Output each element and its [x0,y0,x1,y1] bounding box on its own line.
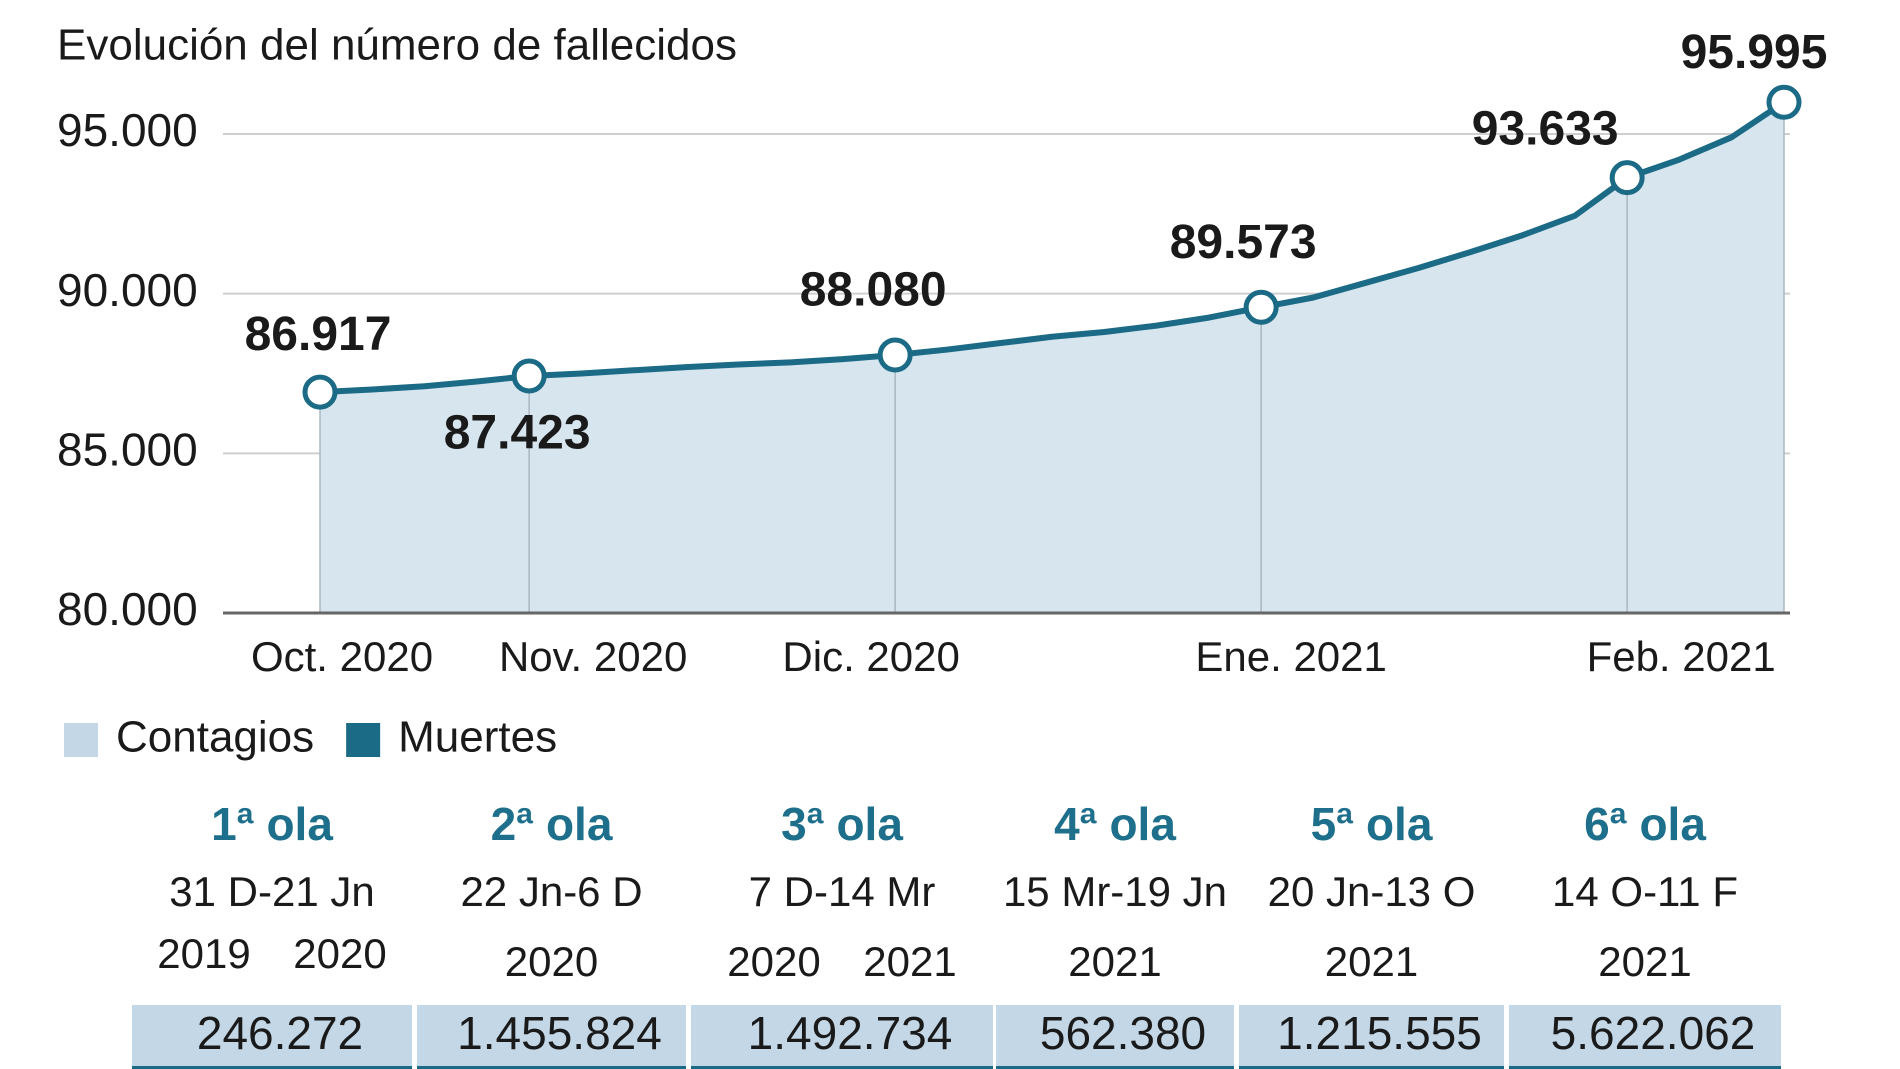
cell-muertes [1509,1066,1781,1069]
point [877,337,913,373]
y-tick-label: 95.000 [57,104,198,156]
data-label: 88.080 [800,264,947,317]
wave-dates: 7 D-14 Mr [749,868,936,915]
wave-header: 4ª ola [1054,798,1176,850]
cell-contagios [691,1005,993,1066]
data-label: 89.573 [1170,216,1317,269]
cell-muertes [132,1066,412,1069]
wave-year: 2021 [1598,938,1691,985]
legend-label: Contagios [116,713,314,762]
wave-header: 2ª ola [491,798,613,850]
cell-muertes [996,1066,1234,1069]
wave-year: 2021 [1068,938,1161,985]
cell-contagios [1509,1005,1781,1066]
wave-dates: 31 D-21 Jn [169,868,374,915]
point [1243,289,1279,325]
cell-contagios [1239,1005,1504,1066]
wave-dates: 15 Mr-19 Jn [1003,868,1227,915]
data-label: 93.633 [1472,102,1619,155]
point [1609,160,1645,196]
wave-year: 2020 [293,930,386,977]
legend-label: Muertes [398,713,557,762]
wave-dates: 20 Jn-13 O [1268,868,1476,915]
legend-swatch [64,723,98,757]
wave-year: 2020 [505,938,598,985]
point [1766,84,1802,120]
wave-dates: 14 O-11 F [1552,868,1738,915]
x-tick-label: Nov. 2020 [499,633,687,680]
wave-header: 6ª ola [1584,798,1706,850]
wave-year: 2021 [863,938,956,985]
data-label: 95.995 [1681,26,1828,79]
contagios-value: 562.380 [1040,1007,1206,1059]
wave-year: 2019 [157,930,250,977]
contagios-value: 1.455.824 [457,1007,662,1059]
x-tick-label: Ene. 2021 [1195,633,1387,680]
wave-header: 3ª ola [781,798,903,850]
cell-contagios [996,1005,1234,1066]
cell-contagios [417,1005,686,1066]
cell-muertes [1239,1066,1504,1069]
y-tick-label: 85.000 [57,423,198,475]
y-tick-label: 80.000 [57,583,198,635]
cell-muertes [691,1066,993,1069]
contagios-value: 1.492.734 [748,1007,953,1059]
point [302,374,338,410]
line [319,99,1786,396]
wave-header: 5ª ola [1311,798,1433,850]
y-tick-label: 90.000 [57,264,198,316]
x-tick-label: Feb. 2021 [1587,633,1776,680]
cell-muertes [417,1066,686,1069]
data-label: 87.423 [444,407,591,460]
contagios-value: 5.622.062 [1551,1007,1756,1059]
wave-header: 1ª ola [211,798,333,850]
data-label: 86.917 [245,308,392,361]
wave-year: 2020 [727,938,820,985]
cell-contagios [132,1005,412,1066]
wave-dates: 22 Jn-6 D [460,868,642,915]
point [511,358,547,394]
legend-swatch [346,723,381,757]
x-tick-label: Dic. 2020 [782,633,959,680]
area [320,102,1784,614]
x-tick-label: Oct. 2020 [251,633,433,680]
contagios-value: 1.215.555 [1277,1007,1482,1059]
chart-subtitle: Evolución del número de fallecidos [57,21,737,70]
contagios-value: 246.272 [197,1007,363,1059]
wave-year: 2021 [1325,938,1418,985]
